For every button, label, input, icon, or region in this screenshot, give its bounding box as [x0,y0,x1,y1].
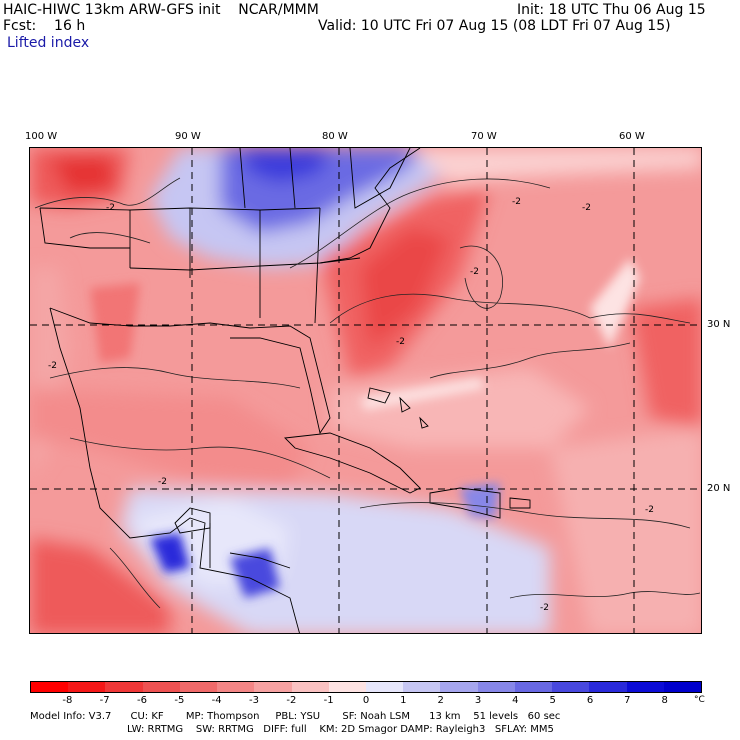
color-scale-tick: 3 [474,695,482,706]
model-info-line-2: LW: RRTMG SW: RRTMG DIFF: full KM: 2D Sm… [127,724,554,735]
color-scale-tick: 5 [549,695,556,706]
color-scale-tick: -8 [62,695,73,706]
contour-value-labels: -2 -2 -2 -2 -2 -2 -2 -2 -2 [48,197,654,613]
lat-label-30n: 30 N [707,319,731,330]
contour-label: -2 [470,267,479,277]
color-swatch [328,682,366,692]
color-swatch [440,682,478,692]
contour-label: -2 [396,337,405,347]
lat-lon-grid [30,148,701,633]
color-swatch [514,682,553,692]
color-swatch [663,682,701,692]
shaded-field [30,148,701,633]
color-scale-unit: °C [694,695,705,705]
color-swatch [105,682,143,692]
color-scale-tick: 2 [437,695,444,706]
contour-lines [34,177,701,609]
contour-label: -2 [106,203,115,213]
color-swatch [217,682,255,692]
lon-label-90w: 90 W [175,131,201,142]
lon-label-60w: 60 W [619,131,645,142]
map-canvas: -2 -2 -2 -2 -2 -2 -2 -2 -2 [30,148,701,633]
color-scale-tick: 0 [362,695,370,706]
contour-label: -2 [582,203,591,213]
color-swatch [291,682,329,692]
color-scale-tick: -1 [323,695,334,706]
model-title: HAIC-HIWC 13km ARW-GFS init NCAR/MMM [3,2,319,18]
contour-label: -2 [512,197,521,207]
color-scale-tick: 1 [400,695,407,706]
contour-label: -2 [158,477,167,487]
lon-label-70w: 70 W [471,131,497,142]
field-name: Lifted index [7,35,90,51]
color-swatch [142,682,180,692]
color-swatch [589,682,627,692]
color-scale-tick: -2 [286,695,297,706]
contour-label: -2 [645,505,654,515]
contour-label: -2 [540,603,549,613]
forecast-hour: Fcst: 16 h [3,18,86,34]
color-scale-tick: -3 [249,695,259,706]
color-swatch [31,682,69,692]
lat-label-20n: 20 N [707,483,731,494]
color-swatch [477,682,515,692]
color-scale-tick: -5 [174,695,185,706]
valid-time: Valid: 10 UTC Fri 07 Aug 15 (08 LDT Fri … [318,18,671,34]
color-scale-tick: -6 [137,695,147,706]
color-swatch [254,682,292,692]
color-scale-tick: 4 [512,695,519,706]
color-scale-tick: 8 [661,695,668,706]
color-scale-tick: 7 [624,695,631,706]
init-time: Init: 18 UTC Thu 06 Aug 15 [517,2,706,18]
color-scale-bar [30,681,702,693]
contour-label: -2 [48,361,57,371]
color-swatch [552,682,590,692]
color-swatch [179,682,218,692]
lifted-index-map: -2 -2 -2 -2 -2 -2 -2 -2 -2 [29,147,702,634]
color-scale-tick: -4 [211,695,222,706]
lon-label-80w: 80 W [322,131,348,142]
color-swatch [626,682,664,692]
state-and-coast-lines [39,148,531,633]
color-swatch [403,682,441,692]
lon-label-100w: 100 W [25,131,58,142]
color-scale-tick: 6 [586,695,594,706]
color-scale-tick: -7 [99,695,110,706]
model-info-line-1: Model Info: V3.7 CU: KF MP: Thompson PBL… [30,711,561,722]
color-swatch [68,682,106,692]
color-swatch [365,682,404,692]
